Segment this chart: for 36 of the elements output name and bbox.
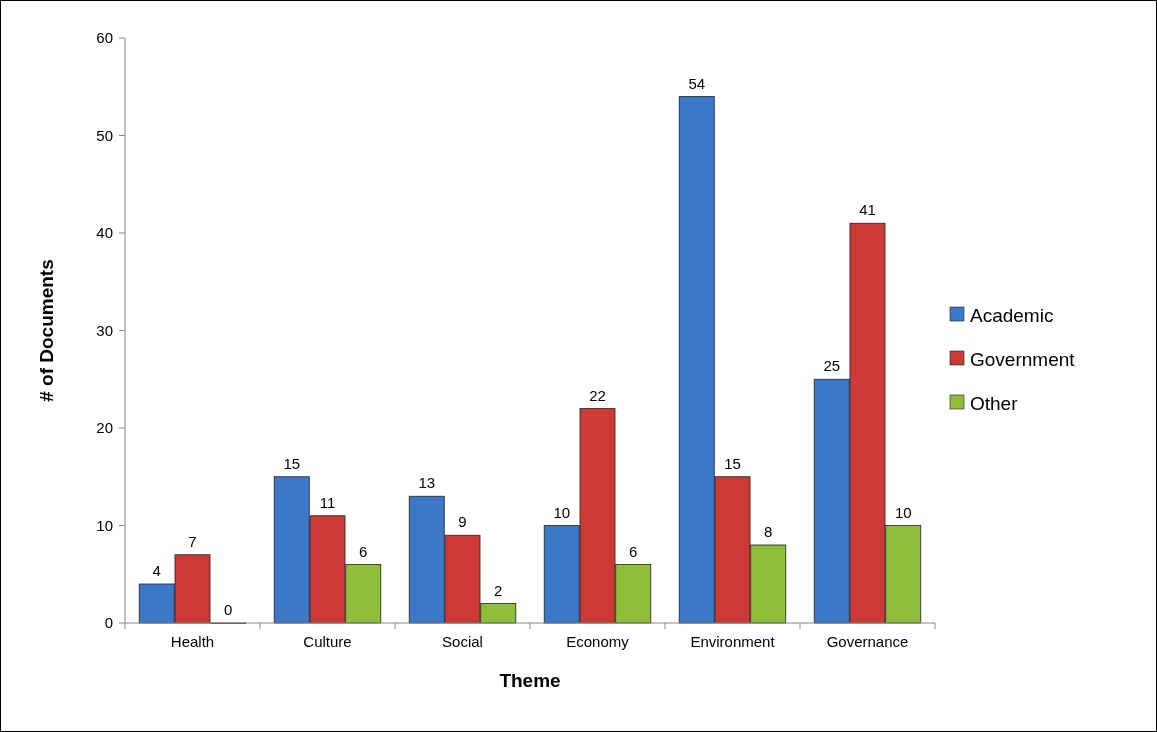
x-tick-label: Culture	[303, 633, 352, 650]
data-label: 4	[152, 562, 161, 579]
x-axis-title: Theme	[499, 670, 561, 691]
x-tick-label: Governance	[826, 633, 909, 650]
y-tick-label: 0	[104, 614, 113, 632]
data-label: 2	[494, 581, 503, 599]
y-axis-title: # of Documents	[36, 259, 57, 402]
x-tick-label: Health	[170, 633, 215, 650]
y-tick-label: 10	[96, 516, 113, 534]
data-label: 0	[224, 601, 233, 618]
data-label: 7	[188, 532, 197, 550]
legend-label: Government	[970, 348, 1076, 370]
data-label: 9	[458, 513, 467, 531]
legend-label: Academic	[970, 304, 1054, 326]
data-label: 6	[359, 542, 368, 560]
data-label: 54	[688, 74, 706, 92]
y-tick-label: 40	[96, 224, 113, 242]
x-tick-label: Social	[442, 633, 483, 650]
data-label: 25	[823, 357, 841, 375]
data-label: 6	[629, 542, 638, 560]
data-label: 10	[553, 503, 571, 521]
data-label: 15	[283, 454, 301, 472]
data-label: 41	[859, 201, 876, 219]
legend-label: Other	[970, 392, 1019, 414]
y-tick-label: 50	[96, 126, 113, 144]
data-label: 22	[589, 386, 606, 404]
data-label: 8	[764, 523, 773, 540]
data-label: 15	[724, 454, 741, 472]
data-label: 13	[418, 474, 436, 492]
x-tick-label: Economy	[566, 633, 630, 650]
y-tick-label: 60	[96, 29, 113, 47]
y-tick-label: 30	[96, 321, 113, 339]
data-label: 11	[319, 493, 336, 511]
x-tick-label: Environment	[690, 633, 776, 650]
y-tick-label: 20	[96, 419, 113, 437]
data-label: 10	[894, 503, 912, 521]
